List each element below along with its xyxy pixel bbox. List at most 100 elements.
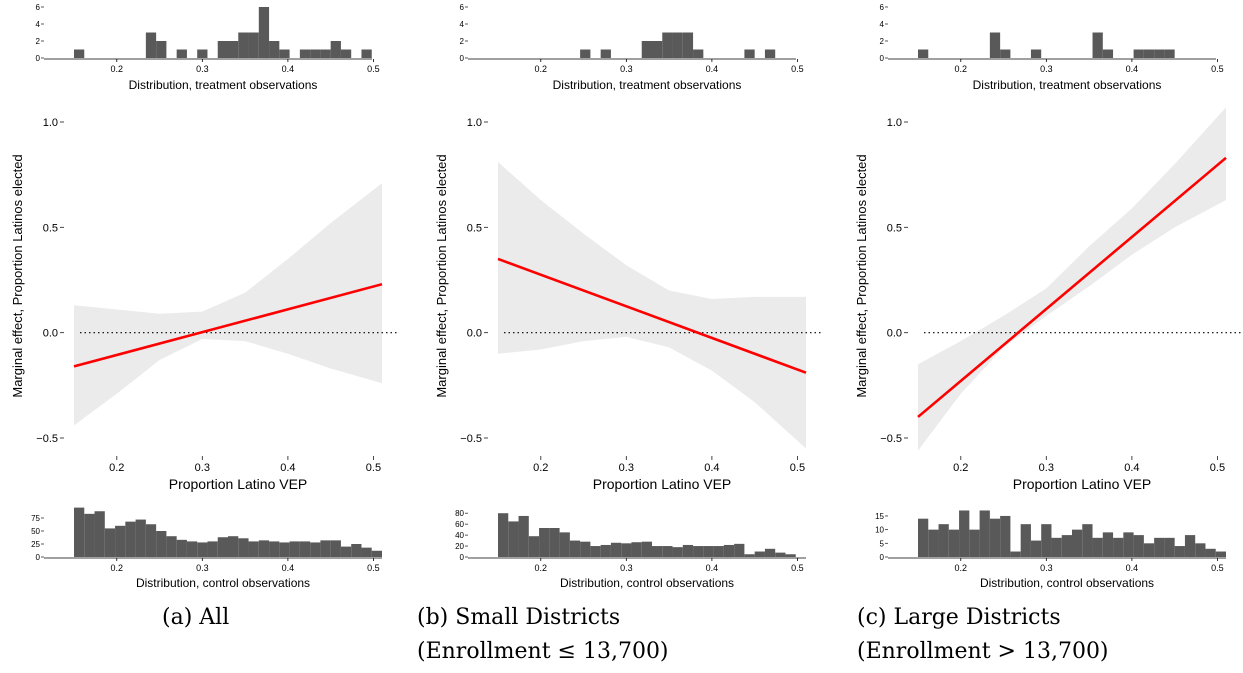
control-bar — [969, 529, 980, 557]
control-bar — [1123, 532, 1134, 557]
treatment-bar — [361, 49, 372, 58]
treatment-xtick-label: 0.2 — [111, 64, 124, 74]
control-bar — [269, 541, 280, 557]
treatment-bar — [330, 41, 341, 58]
confidence-band — [498, 162, 806, 449]
control-bar — [248, 541, 259, 557]
control-bar — [320, 540, 331, 557]
main-plot: −0.5 0.0 0.5 1.0 0.2 0.3 0.4 0.5 Proportion Lati… — [434, 117, 822, 492]
treatment-bar — [662, 32, 673, 58]
control-bar — [289, 541, 300, 557]
treatment-ytick-label: 0 — [460, 54, 465, 63]
treatment-bar — [1143, 49, 1155, 58]
control-ytick-label: 75 — [31, 514, 40, 523]
treatment-xtick-label: 0.4 — [706, 64, 719, 74]
main-ytick-label: 0.0 — [887, 328, 902, 340]
main-xtick-label: 0.3 — [1039, 462, 1054, 474]
control-bar — [115, 525, 126, 557]
control-bar — [258, 540, 270, 557]
control-bar — [351, 544, 362, 557]
control-bar — [989, 518, 1001, 557]
control-bar — [1113, 537, 1124, 557]
treatment-bar — [1102, 49, 1114, 58]
control-xtick-label: 0.4 — [1126, 563, 1139, 573]
control-bar — [1000, 515, 1011, 557]
treatment-xtick-label: 0.5 — [791, 64, 804, 74]
control-bar — [125, 521, 136, 557]
treatment-xtick-label: 0.3 — [1040, 64, 1053, 74]
treatment-bar — [1164, 49, 1175, 58]
control-bar — [1010, 551, 1021, 557]
control-bar — [238, 538, 249, 557]
treatment-x-axis-title: Distribution, treatment observations — [973, 78, 1162, 92]
control-bar — [528, 536, 540, 557]
caption-a-line1: (a) All — [162, 605, 230, 630]
treatment-bar — [1000, 49, 1011, 58]
treatment-bar — [299, 49, 311, 58]
treatment-ytick-label: 6 — [36, 3, 41, 12]
main-plot: −0.5 0.0 0.5 1.0 0.2 0.3 0.4 0.5 Proportion Lati… — [10, 117, 398, 492]
treatment-bar — [1133, 49, 1144, 58]
control-ytick-label: 80 — [455, 509, 464, 518]
control-bar — [498, 513, 509, 557]
control-xtick-label: 0.2 — [535, 563, 548, 573]
control-histogram: 0 20 40 60 80 0.2 0.3 0.4 0.5 Distribution, contr… — [455, 509, 806, 590]
main-ytick-label: −0.5 — [460, 433, 482, 445]
treatment-histogram: 0 2 4 6 0.2 0.3 0.4 0.5 Distribution, treatment … — [36, 3, 380, 92]
treatment-xtick-label: 0.5 — [367, 64, 380, 74]
treatment-bar — [217, 41, 228, 58]
control-x-axis-title: Distribution, control observations — [136, 576, 310, 590]
control-bar — [744, 554, 755, 557]
control-bar — [549, 527, 560, 557]
treatment-ytick-label: 6 — [880, 3, 885, 12]
control-bar — [217, 537, 228, 557]
control-ytick-label: 15 — [875, 512, 884, 521]
control-ytick-label: 40 — [455, 531, 464, 540]
control-bar — [764, 548, 776, 557]
treatment-bar — [652, 41, 663, 58]
control-bar — [938, 524, 949, 557]
main-y-axis-title: Marginal effect, Proportion Latinos elec… — [434, 154, 449, 397]
main-ytick-label: 0.5 — [43, 222, 58, 234]
control-xtick-label: 0.5 — [1211, 563, 1224, 573]
control-bar — [559, 532, 570, 557]
control-bar — [518, 515, 529, 557]
treatment-bar — [744, 49, 755, 58]
main-x-axis-title: Proportion Latino VEP — [1013, 476, 1152, 492]
treatment-bar — [74, 49, 85, 58]
treatment-bar — [764, 49, 776, 58]
control-bar — [361, 547, 372, 557]
control-bar — [1154, 537, 1165, 557]
control-bar — [631, 542, 642, 557]
caption-b-line1: (b) Small Districts — [417, 605, 621, 630]
treatment-bar — [682, 32, 694, 58]
main-xtick-label: 0.5 — [1210, 462, 1225, 474]
treatment-bar — [145, 32, 157, 58]
control-bar — [104, 528, 116, 557]
main-xtick-label: 0.2 — [533, 462, 548, 474]
treatment-bar — [310, 49, 321, 58]
main-ytick-label: 1.0 — [43, 117, 58, 129]
control-bar — [1051, 537, 1062, 557]
treatment-ytick-label: 2 — [460, 37, 465, 46]
treatment-bar — [1030, 49, 1042, 58]
main-xtick-label: 0.2 — [953, 462, 968, 474]
control-bar — [1102, 532, 1114, 557]
main-xtick-label: 0.3 — [195, 462, 210, 474]
main-ytick-label: 0.5 — [887, 222, 902, 234]
main-ytick-label: 0.0 — [43, 328, 58, 340]
control-bar — [713, 546, 724, 557]
treatment-bar — [641, 41, 652, 58]
control-bar — [1164, 537, 1175, 557]
control-bar — [1215, 551, 1226, 557]
main-y-axis-title: Marginal effect, Proportion Latinos elec… — [854, 154, 869, 397]
control-bar — [662, 546, 673, 557]
control-bar — [1030, 540, 1042, 557]
treatment-xtick-label: 0.4 — [282, 64, 295, 74]
control-bar — [228, 536, 239, 557]
treatment-ytick-label: 4 — [460, 20, 465, 29]
main-xtick-label: 0.4 — [280, 462, 295, 474]
treatment-bar — [176, 49, 187, 58]
treatment-ytick-label: 0 — [880, 54, 885, 63]
